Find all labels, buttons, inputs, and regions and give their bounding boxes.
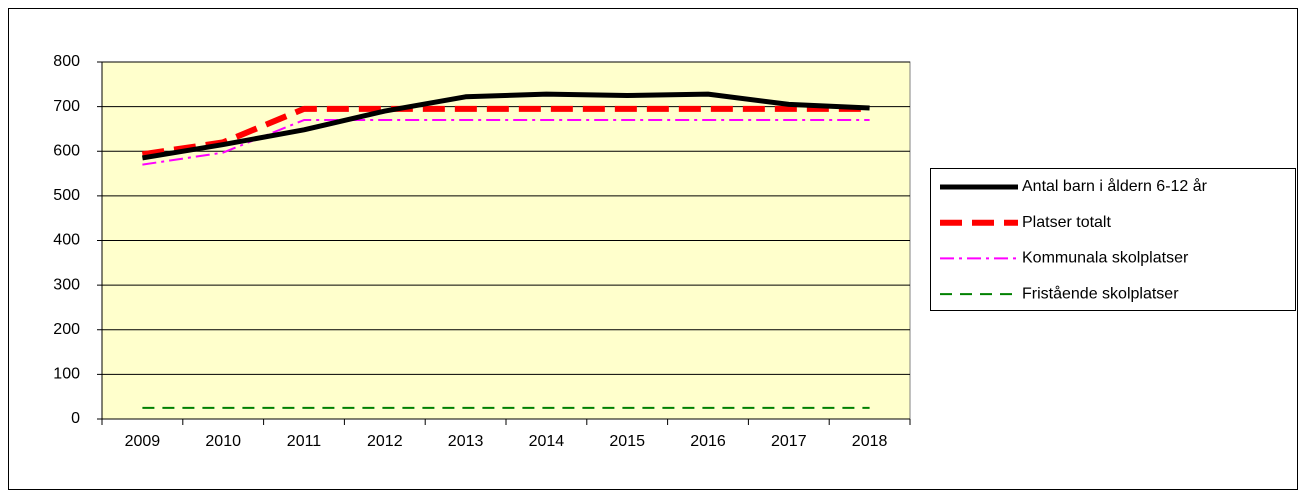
y-tick-label: 600 xyxy=(53,142,80,159)
y-tick-label: 300 xyxy=(53,276,80,293)
series-line xyxy=(141,91,870,161)
x-tick-label: 2018 xyxy=(852,433,888,450)
x-tick-label: 2014 xyxy=(529,433,565,450)
legend-label: Fristående skolplatser xyxy=(1022,284,1179,302)
x-tick-label: 2013 xyxy=(448,433,484,450)
legend-label: Platser totalt xyxy=(1022,214,1111,231)
legend-label: Antal barn i åldern 6-12 år xyxy=(1022,177,1208,195)
y-tick-label: 200 xyxy=(53,321,80,338)
y-tick-label: 800 xyxy=(53,53,80,70)
y-tick-label: 0 xyxy=(71,410,80,427)
series-line xyxy=(142,119,870,166)
x-tick-label: 2015 xyxy=(609,433,645,450)
x-tick-label: 2017 xyxy=(771,433,807,450)
legend-label: Kommunala skolplatser xyxy=(1022,250,1189,267)
y-tick-label: 400 xyxy=(53,232,80,249)
y-tick-label: 700 xyxy=(53,98,80,115)
y-tick-label: 100 xyxy=(53,366,80,383)
x-tick-label: 2011 xyxy=(287,433,322,450)
x-tick-label: 2016 xyxy=(690,433,726,450)
x-tick-label: 2012 xyxy=(367,433,403,450)
legend-box xyxy=(930,168,1296,311)
series-line xyxy=(141,105,870,158)
x-tick-label: 2009 xyxy=(125,433,161,450)
y-tick-label: 500 xyxy=(53,187,80,204)
x-tick-label: 2010 xyxy=(205,433,241,450)
